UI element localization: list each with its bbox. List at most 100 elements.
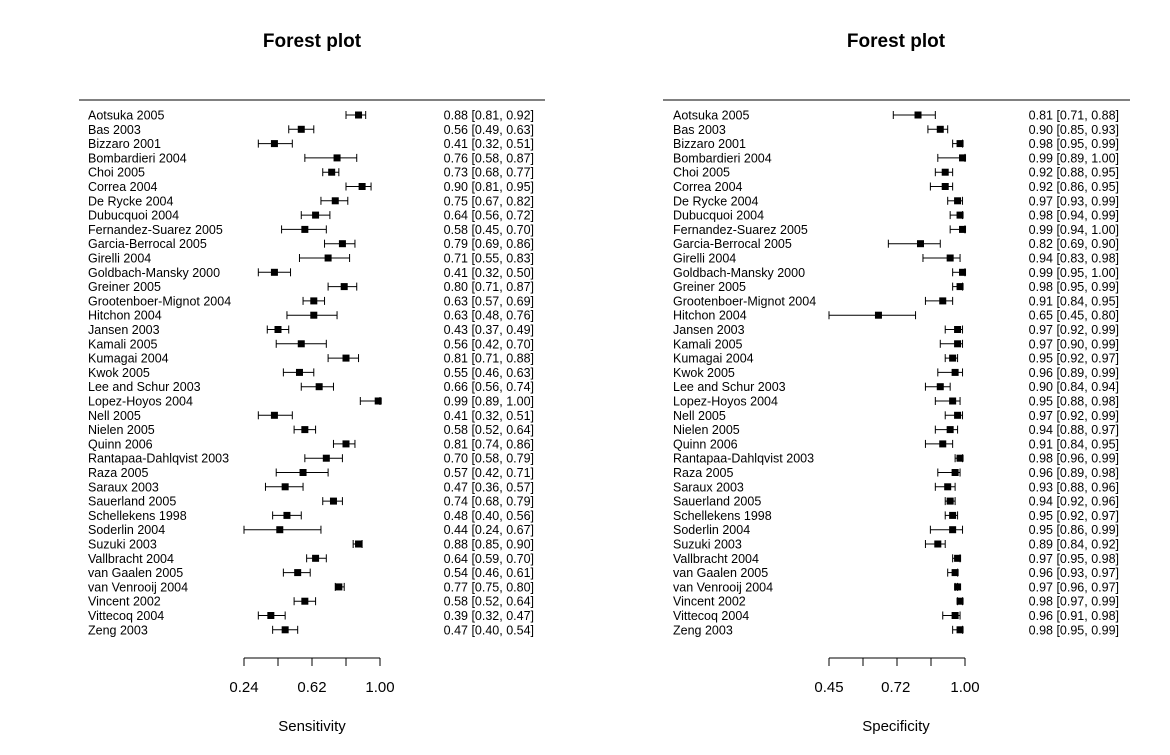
study-name: Fernandez-Suarez 2005 <box>88 223 223 237</box>
point-estimate <box>301 597 309 605</box>
study-row: Choi 2005 0.92 [0.88, 0.95] <box>673 166 1119 180</box>
point-estimate <box>331 197 339 205</box>
point-estimate <box>954 326 962 333</box>
estimate-ci-label: 0.96 [0.93, 0.97] <box>1029 566 1119 580</box>
point-estimate <box>312 554 320 562</box>
estimate-ci-label: 0.74 [0.68, 0.79] <box>444 495 534 509</box>
point-estimate <box>270 411 278 419</box>
point-estimate <box>315 383 323 391</box>
x-axis: 0.24 0.62 1.00 <box>229 657 395 696</box>
study-row: Kumagai 2004 0.95 [0.92, 0.97] <box>673 352 1119 366</box>
point-estimate <box>297 340 305 348</box>
study-name: De Rycke 2004 <box>673 194 759 208</box>
study-row: Bizzaro 2001 0.98 [0.95, 0.99] <box>673 137 1119 151</box>
point-estimate <box>951 368 959 376</box>
estimate-ci-label: 0.81 [0.71, 0.88] <box>1029 109 1119 123</box>
study-row: Vallbracht 2004 0.97 [0.95, 0.98] <box>673 552 1119 566</box>
study-name: Grootenboer-Mignot 2004 <box>673 294 816 308</box>
study-name: Vallbracht 2004 <box>88 552 174 566</box>
study-name: Nell 2005 <box>88 409 141 423</box>
estimate-ci-label: 0.54 [0.46, 0.61] <box>444 566 534 580</box>
study-name: Suzuki 2003 <box>88 538 157 552</box>
point-estimate <box>338 240 346 248</box>
point-estimate <box>949 397 957 405</box>
study-row: Nielen 2005 0.58 [0.52, 0.64] <box>88 423 534 437</box>
study-row: van Gaalen 2005 0.96 [0.93, 0.97] <box>673 566 1119 580</box>
study-row: Lopez-Hoyos 2004 0.99 [0.89, 1.00] <box>88 395 534 409</box>
study-row: Fernandez-Suarez 2005 0.99 [0.94, 1.00] <box>673 223 1119 237</box>
estimate-ci-label: 0.89 [0.84, 0.92] <box>1029 538 1119 552</box>
estimate-ci-label: 0.81 [0.71, 0.88] <box>444 352 534 366</box>
point-estimate <box>956 454 964 462</box>
study-row: Lee and Schur 2003 0.90 [0.84, 0.94] <box>673 380 1119 394</box>
point-estimate <box>374 397 382 405</box>
estimate-ci-label: 0.95 [0.92, 0.97] <box>1029 352 1119 366</box>
estimate-ci-label: 0.79 [0.69, 0.86] <box>444 237 534 251</box>
point-estimate <box>954 411 962 419</box>
study-name: Kumagai 2004 <box>673 352 754 366</box>
estimate-ci-label: 0.97 [0.96, 0.97] <box>1029 580 1119 594</box>
point-estimate <box>959 268 967 276</box>
study-row: Kwok 2005 0.55 [0.46, 0.63] <box>88 366 534 380</box>
estimate-ci-label: 0.76 [0.58, 0.87] <box>444 151 534 165</box>
study-name: Lopez-Hoyos 2004 <box>88 395 193 409</box>
point-estimate <box>956 283 964 291</box>
study-name: Sauerland 2005 <box>88 495 176 509</box>
point-estimate <box>333 154 341 162</box>
point-estimate <box>270 140 278 148</box>
panel-title: Forest plot <box>263 31 362 52</box>
point-estimate <box>358 183 366 190</box>
specificity-forest-panel: Forest plot Aotsuka 2005 0.81 [0.71, 0.88… <box>663 31 1130 735</box>
study-name: Nell 2005 <box>673 409 726 423</box>
study-row: Fernandez-Suarez 2005 0.58 [0.45, 0.70] <box>88 223 534 237</box>
study-name: Kwok 2005 <box>88 366 150 380</box>
point-estimate <box>939 440 947 448</box>
estimate-ci-label: 0.56 [0.49, 0.63] <box>444 123 534 137</box>
estimate-ci-label: 0.64 [0.56, 0.72] <box>444 209 534 223</box>
point-estimate <box>916 240 924 248</box>
study-name: Sauerland 2005 <box>673 495 761 509</box>
study-row: Suzuki 2003 0.88 [0.85, 0.90] <box>88 538 534 552</box>
study-row: Dubucquoi 2004 0.98 [0.94, 0.99] <box>673 209 1119 223</box>
point-estimate <box>949 354 957 362</box>
estimate-ci-label: 0.48 [0.40, 0.56] <box>444 509 534 523</box>
study-name: Girelli 2004 <box>673 252 736 266</box>
estimate-ci-label: 0.99 [0.94, 1.00] <box>1029 223 1119 237</box>
estimate-ci-label: 0.97 [0.92, 0.99] <box>1029 409 1119 423</box>
study-row: Soderlin 2004 0.44 [0.24, 0.67] <box>88 523 534 537</box>
estimate-ci-label: 0.43 [0.37, 0.49] <box>444 323 534 337</box>
estimate-ci-label: 0.98 [0.95, 0.99] <box>1029 280 1119 294</box>
point-estimate <box>934 540 942 548</box>
estimate-ci-label: 0.88 [0.81, 0.92] <box>444 109 534 123</box>
point-estimate <box>294 569 302 577</box>
study-row: Goldbach-Mansky 2000 0.41 [0.32, 0.50] <box>88 266 534 280</box>
study-name: Zeng 2003 <box>88 623 148 637</box>
point-estimate <box>355 111 363 119</box>
study-name: Lee and Schur 2003 <box>673 380 786 394</box>
point-estimate <box>324 254 332 262</box>
study-row: Quinn 2006 0.91 [0.84, 0.95] <box>673 437 1119 451</box>
study-name: Choi 2005 <box>673 166 730 180</box>
point-estimate <box>949 511 957 519</box>
point-estimate <box>941 183 949 190</box>
study-name: Aotsuka 2005 <box>673 109 749 123</box>
study-name: Bas 2003 <box>88 123 141 137</box>
estimate-ci-label: 0.99 [0.89, 1.00] <box>1029 151 1119 165</box>
study-name: Vittecoq 2004 <box>673 609 749 623</box>
study-row: Jansen 2003 0.97 [0.92, 0.99] <box>673 323 1119 337</box>
estimate-ci-label: 0.39 [0.32, 0.47] <box>444 609 534 623</box>
point-estimate <box>281 483 289 491</box>
study-name: Saraux 2003 <box>88 480 159 494</box>
point-estimate <box>946 254 954 262</box>
estimate-ci-label: 0.64 [0.59, 0.70] <box>444 552 534 566</box>
study-row: Girelli 2004 0.71 [0.55, 0.83] <box>88 252 534 266</box>
point-estimate <box>959 225 967 233</box>
study-row: van Venrooij 2004 0.77 [0.75, 0.80] <box>88 580 534 594</box>
point-estimate <box>954 554 962 562</box>
estimate-ci-label: 0.47 [0.40, 0.54] <box>444 623 534 637</box>
point-estimate <box>328 168 336 176</box>
estimate-ci-label: 0.96 [0.89, 0.98] <box>1029 466 1119 480</box>
estimate-ci-label: 0.88 [0.85, 0.90] <box>444 538 534 552</box>
study-name: Quinn 2006 <box>673 437 738 451</box>
point-estimate <box>310 311 318 319</box>
